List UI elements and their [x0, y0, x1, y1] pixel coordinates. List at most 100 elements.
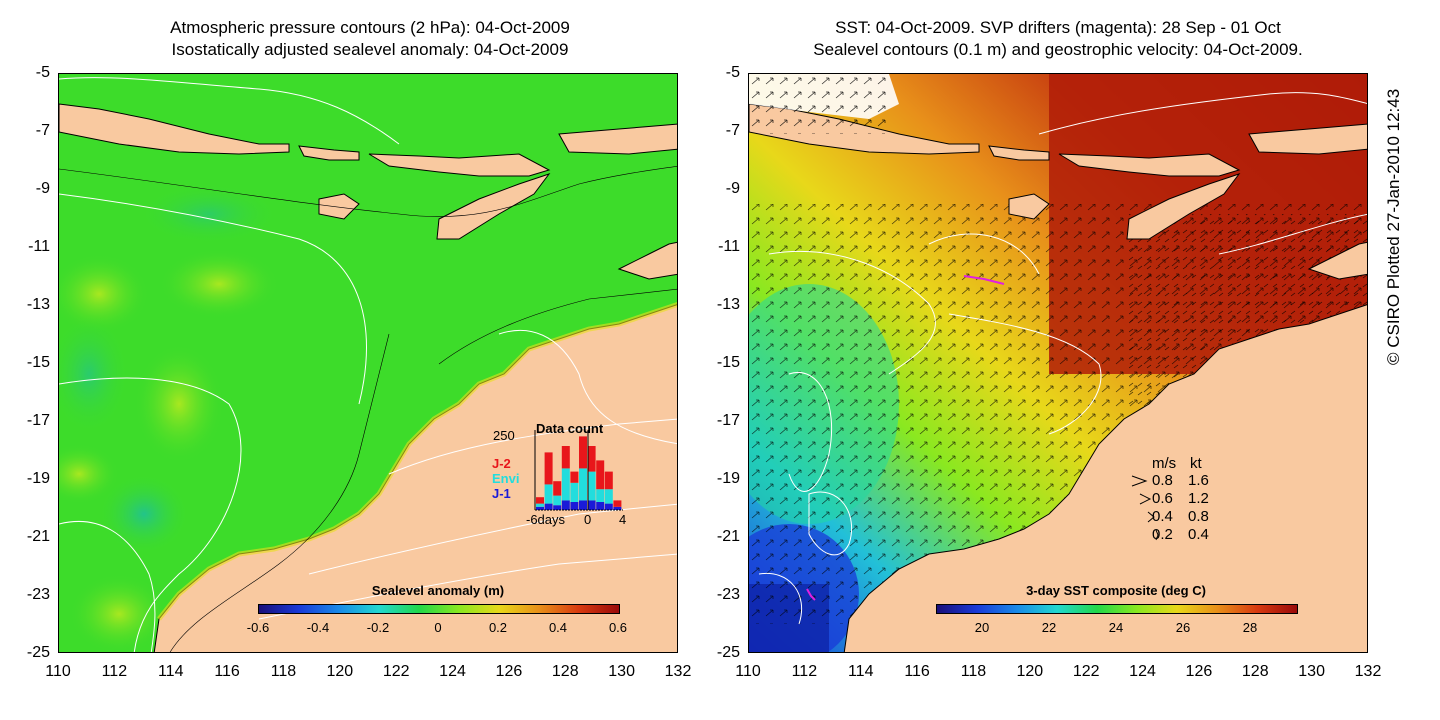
right-y-tick-label: -7: [725, 122, 740, 139]
inset-bar-envi: [587, 471, 596, 501]
right-x-tick-label: 122: [1072, 663, 1100, 680]
inset-bar-j1: [587, 500, 596, 510]
inset-bar-j1: [596, 502, 605, 510]
inset-label-j1: J-1: [492, 486, 511, 501]
right-colorbar-label: 22: [1041, 620, 1057, 635]
inset-bar-envi: [579, 468, 587, 501]
right-colorbar-title: 3-day SST composite (deg C): [1026, 583, 1206, 598]
velocity-arrow-icon: [1138, 510, 1156, 529]
left-x-tick-label: 130: [608, 663, 635, 680]
left-y-tick-label: -19: [26, 470, 50, 487]
right-colorbar-label: 24: [1108, 620, 1124, 635]
right-x-tick-label: 128: [1241, 663, 1269, 680]
inset-bar-j2: [587, 446, 596, 472]
inset-bar-j2: [561, 446, 570, 469]
inset-bar-envi: [570, 482, 579, 502]
left-y-tick-label: -15: [26, 354, 50, 371]
inset-bar-j2: [536, 497, 544, 504]
right-x-tick-label: 116: [904, 663, 930, 680]
inset-bar-envi: [553, 495, 562, 506]
inset-bar-j2: [613, 500, 622, 507]
velocity-legend-ms: 0.2: [1152, 526, 1173, 543]
right-x-tick-label: 118: [960, 663, 987, 680]
velocity-legend-ms: 0.4: [1152, 508, 1173, 525]
right-y-tick-label: -17: [716, 412, 740, 429]
velocity-legend-header-kt: kt: [1190, 455, 1202, 472]
left-x-tick-label: 126: [495, 663, 523, 680]
velocity-legend-kt: 0.4: [1188, 526, 1209, 543]
left-colorbar-label: -0.2: [366, 620, 390, 635]
left-x-tick-label: 132: [664, 663, 692, 680]
left-y-tick-label: -23: [26, 586, 50, 603]
data-count-inset: [534, 430, 623, 511]
inset-bar-envi: [544, 484, 553, 504]
velocity-legend-ms: 0.8: [1152, 472, 1173, 489]
inset-bar-j1: [570, 502, 579, 510]
sealevel-anomaly-map: [59, 74, 677, 652]
right-y-tick-label: -9: [725, 180, 740, 197]
inset-bar-j2: [579, 436, 587, 469]
left-y-tick-label: -9: [35, 180, 50, 197]
inset-label-j2: J-2: [492, 456, 511, 471]
inset-bar-j2: [553, 481, 562, 496]
left-y-tick-label: -13: [26, 296, 50, 313]
left-title-line1: Atmospheric pressure contours (2 hPa): 0…: [170, 18, 570, 37]
left-x-tick-label: 124: [439, 663, 466, 680]
right-colorbar-label: 20: [974, 620, 990, 635]
right-colorbar-label: 28: [1242, 620, 1258, 635]
left-x-tick-label: 110: [45, 663, 71, 680]
inset-ymax: 250: [493, 428, 515, 443]
sst-map: [749, 74, 1367, 652]
right-y-tick-label: -19: [716, 470, 740, 487]
right-x-tick-label: 132: [1354, 663, 1382, 680]
left-x-tick-label: 116: [214, 663, 240, 680]
left-y-tick-label: -17: [26, 412, 50, 429]
velocity-legend-kt: 1.2: [1188, 490, 1209, 507]
inset-bar-envi: [536, 503, 544, 507]
right-y-tick-label: -11: [718, 238, 740, 255]
right-x-tick-label: 124: [1129, 663, 1156, 680]
right-x-tick-label: 120: [1016, 663, 1044, 680]
inset-x-start: -6days: [526, 512, 566, 527]
right-map[interactable]: [748, 73, 1368, 653]
velocity-legend-kt: 1.6: [1188, 472, 1209, 489]
inset-x-end: 4: [619, 512, 627, 527]
velocity-legend-kt: 0.8: [1188, 508, 1209, 525]
velocity-legend-ms: 0.6: [1152, 490, 1173, 507]
left-colorbar-title: Sealevel anomaly (m): [371, 583, 505, 598]
left-y-tick-label: -5: [35, 64, 50, 81]
inset-bar-j1: [544, 503, 553, 510]
left-map[interactable]: [58, 73, 678, 653]
inset-x-zero: 0: [584, 512, 592, 527]
right-title-line2: Sealevel contours (0.1 m) and geostrophi…: [813, 40, 1303, 59]
right-x-tick-label: 114: [847, 663, 874, 680]
right-x-tick-label: 126: [1185, 663, 1213, 680]
right-x-tick-label: 110: [735, 663, 761, 680]
right-y-tick-label: -21: [716, 528, 740, 545]
left-y-tick-label: -25: [26, 644, 50, 661]
inset-bar-j1: [536, 506, 544, 510]
left-colorbar-label: -0.4: [306, 620, 330, 635]
inset-bar-j1: [561, 500, 570, 510]
right-y-tick-label: -25: [716, 644, 740, 661]
inset-bar-j1: [579, 500, 587, 510]
velocity-arrow-icon: [1130, 474, 1148, 493]
inset-bar-j2: [596, 460, 605, 490]
right-y-tick-label: -23: [716, 586, 740, 603]
left-x-tick-label: 112: [101, 663, 128, 680]
left-y-tick-label: -21: [26, 528, 50, 545]
velocity-arrow-icon: [1142, 528, 1160, 547]
right-colorbar: [936, 604, 1298, 614]
right-y-tick-label: -13: [716, 296, 740, 313]
inset-bar-j1: [613, 506, 622, 510]
inset-bar-envi: [561, 468, 570, 501]
right-title-line1: SST: 04-Oct-2009. SVP drifters (magenta)…: [835, 18, 1281, 37]
left-colorbar-label: 0.4: [548, 620, 568, 635]
velocity-arrow-icon: [1134, 492, 1152, 511]
left-x-tick-label: 122: [382, 663, 410, 680]
inset-bar-envi: [604, 489, 613, 504]
left-colorbar-label: 0.2: [488, 620, 508, 635]
right-x-tick-label: 112: [791, 663, 818, 680]
right-y-tick-label: -5: [725, 64, 740, 81]
right-x-tick-label: 130: [1298, 663, 1325, 680]
